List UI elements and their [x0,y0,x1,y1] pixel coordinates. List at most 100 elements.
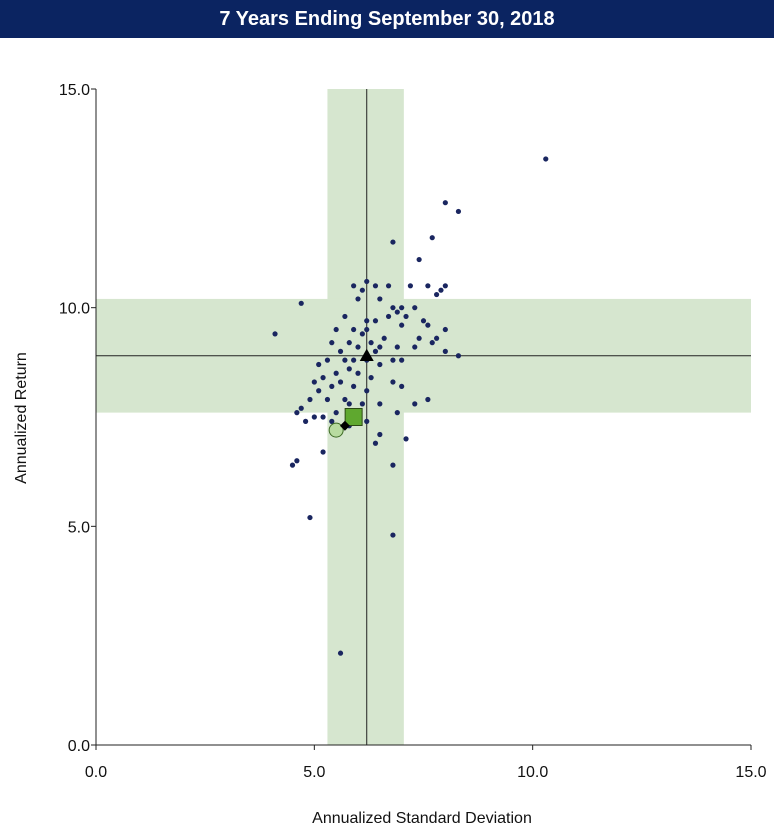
data-point [346,401,352,407]
circle-marker [328,422,344,438]
data-point [351,357,357,363]
data-point [403,313,409,320]
data-point [364,388,370,394]
data-point [442,326,448,333]
data-point [298,300,304,306]
data-point [355,370,361,376]
data-point [372,283,379,289]
data-point [320,375,326,381]
data-point [342,313,348,320]
data-point [333,370,339,376]
data-point [434,291,440,298]
y-tick-label: 10.0 [59,301,90,318]
data-point [272,331,278,337]
data-point [412,344,418,350]
data-point [372,440,379,446]
data-point [385,283,392,289]
y-tick-label: 15.0 [59,82,90,99]
data-point [412,401,418,407]
quartile-bands [96,89,751,745]
x-tick-label: 0.0 [85,764,107,781]
data-point [390,305,396,311]
data-point [355,344,361,350]
data-point [429,235,435,241]
data-point [337,650,344,656]
data-point [342,357,348,363]
data-point [394,410,400,416]
data-point [364,278,370,285]
data-point [381,335,387,341]
chart-title: 7 Years Ending September 30, 2018 [219,7,555,30]
data-point [294,458,300,464]
plot-frame [95,89,751,746]
data-point [407,283,413,289]
data-point [311,379,317,385]
data-point [390,357,396,363]
data-point [359,331,365,337]
data-point [298,405,304,411]
data-point [329,383,335,389]
data-point [442,348,448,354]
triangle-marker [359,348,374,362]
data-point [307,396,313,403]
data-point [346,340,352,346]
data-point [364,326,370,333]
data-point [429,340,435,346]
data-point [394,309,400,315]
data-point [351,326,357,333]
data-point [438,287,444,293]
data-point [359,401,365,407]
data-point [412,305,418,311]
data-point [377,296,383,302]
data-point [303,418,309,424]
data-point [442,200,448,206]
data-point [359,287,365,293]
data-point [342,396,348,403]
data-point [455,208,462,215]
y-axis-title: Annualized Return [13,352,30,484]
data-point [390,532,396,538]
data-point [372,318,379,324]
data-point [543,156,549,162]
data-point [394,344,400,350]
data-point [377,344,383,350]
y-tick-label: 0.0 [68,738,90,755]
data-point [390,379,396,385]
data-point [351,283,357,289]
data-point [390,239,396,245]
data-point [416,256,422,263]
data-point [377,431,383,438]
data-point [425,322,431,328]
data-point [399,357,405,363]
data-point [442,283,448,289]
data-point [425,396,431,403]
data-point [399,305,405,311]
data-point [346,366,352,372]
x-tick-label: 10.0 [517,764,548,781]
data-point [390,462,396,468]
data-point [364,418,370,424]
data-point [377,401,383,407]
data-point [337,348,344,354]
data-point [294,410,300,416]
square-marker [344,408,363,426]
data-points [272,156,549,656]
data-point [425,283,431,289]
data-point [385,313,392,320]
diamond-marker [339,420,350,431]
data-point [416,335,422,341]
data-point [329,340,335,346]
data-point [364,318,370,324]
median-lines [96,89,751,745]
data-point [420,318,427,324]
data-point [351,383,357,389]
x-tick-label: 5.0 [303,764,325,781]
data-point [324,396,331,403]
data-point [320,449,326,455]
data-point [368,340,374,346]
axis-ticks: 0.0 5.0 10.0 15.0 0.0 5.0 10.0 15.0 [59,82,767,781]
data-point [329,418,335,424]
y-tick-label: 5.0 [68,519,90,536]
data-point [403,436,409,442]
